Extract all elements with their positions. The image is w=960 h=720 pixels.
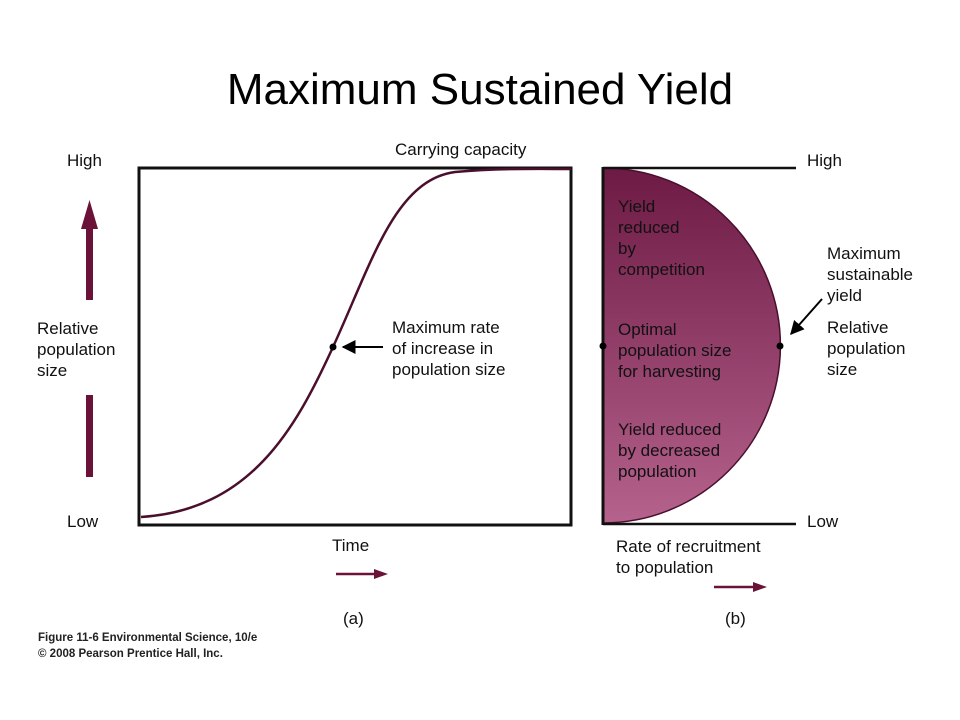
time-arrow-head: [374, 569, 388, 579]
optimal-point-left: [599, 342, 607, 350]
y-axis-arrow-shaft-upper: [86, 228, 93, 300]
region-decreased-label: Yield reduced by decreased population: [618, 420, 722, 481]
y-axis-arrow-head: [81, 200, 98, 229]
panel-a-high-label: High: [67, 151, 102, 170]
copyright-line: © 2008 Pearson Prentice Hall, Inc.: [38, 648, 223, 660]
y-axis-arrow-shaft-lower: [86, 395, 93, 477]
carrying-capacity-label: Carrying capacity: [395, 140, 527, 159]
msy-label: Maximum sustainable yield: [827, 244, 914, 305]
panel-a-frame: [137, 166, 573, 527]
panel-b-letter: (b): [725, 609, 746, 628]
figure-caption: Figure 11-6 Environmental Science, 10/e: [38, 632, 258, 644]
panel-a-low-label: Low: [67, 512, 99, 531]
recruitment-arrow-head: [753, 582, 767, 592]
yield-semicircle: [602, 167, 782, 524]
msy-pointer: [790, 298, 823, 336]
max-rate-point: [329, 343, 337, 351]
region-competition-label: Yield reduced by competition: [618, 197, 705, 279]
logistic-curve: [140, 167, 572, 519]
msy-point: [776, 342, 784, 350]
recruitment-label: Rate of recruitment to population: [616, 537, 761, 577]
panel-a-y-label: Relative population size: [37, 319, 116, 380]
time-label: Time: [332, 536, 370, 555]
max-rate-annotation: Maximum rate of increase in population s…: [392, 318, 506, 379]
page-title: Maximum Sustained Yield: [226, 65, 734, 114]
panel-b-low-label: Low: [807, 512, 839, 531]
region-optimal-label: Optimal population size for harvesting: [618, 320, 732, 381]
panel-b-high-label: High: [807, 151, 842, 170]
panel-a-letter: (a): [343, 609, 364, 628]
panel-b-y-label: Relative population size: [827, 318, 906, 379]
